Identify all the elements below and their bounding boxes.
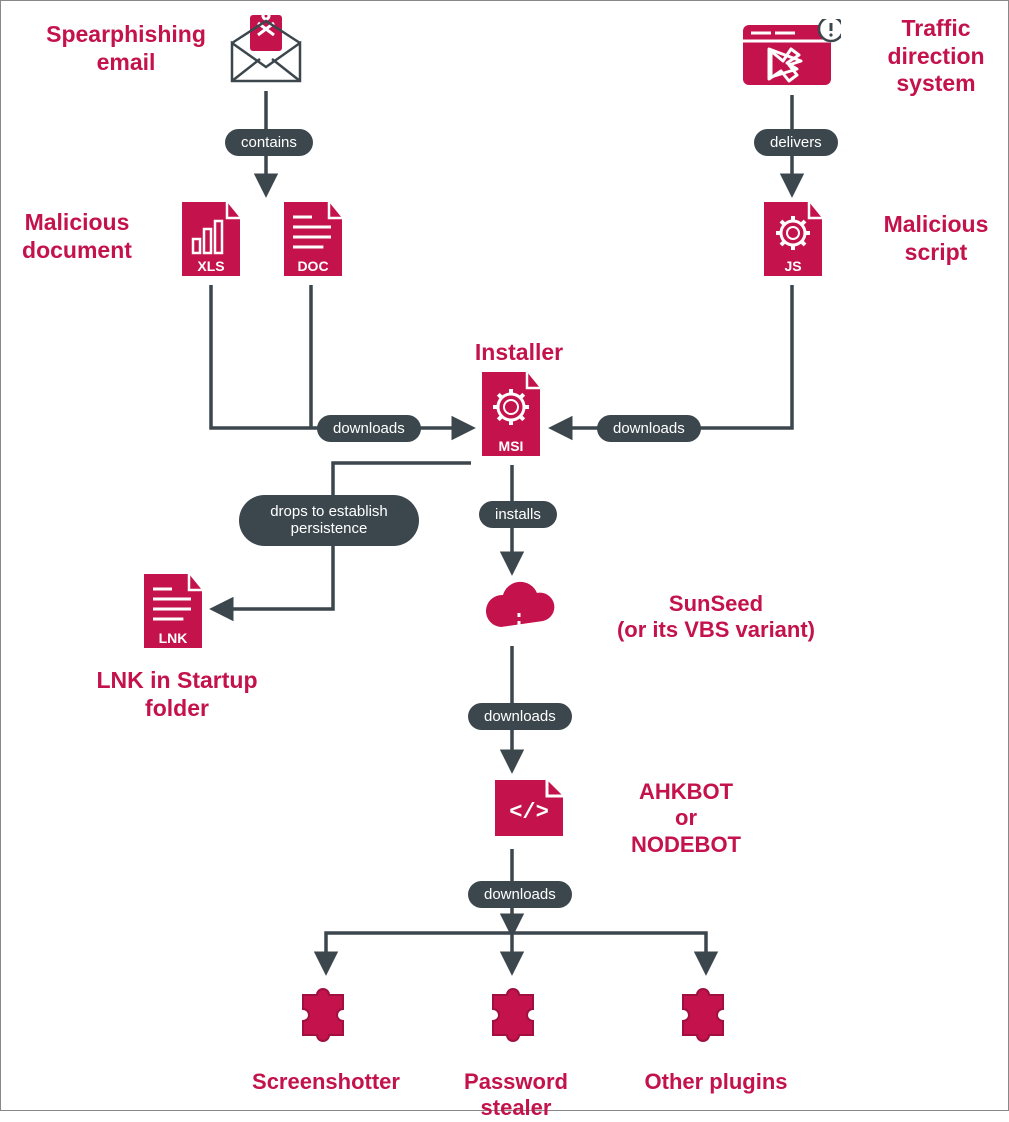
svg-text:DOC: DOC: [297, 258, 328, 274]
msi-file-icon: MSI: [479, 369, 543, 459]
label-pwsteal: Passwordstealer: [441, 1069, 591, 1122]
label-screenshotter: Screenshotter: [241, 1069, 411, 1095]
label-otherplugins: Other plugins: [631, 1069, 801, 1095]
pill-delivers: delivers: [754, 129, 838, 156]
pill-drops: drops to establishpersistence: [239, 495, 419, 546]
pill-downloads-bot: downloads: [468, 881, 572, 908]
svg-text:JS: JS: [784, 258, 801, 274]
label-malscript: Maliciousscript: [871, 211, 1001, 266]
js-file-icon: JS: [761, 199, 825, 279]
lnk-file-icon: LNK: [141, 571, 205, 651]
pill-downloads-left: downloads: [317, 415, 421, 442]
label-lnk: LNK in Startupfolder: [87, 667, 267, 722]
doc-file-icon: DOC: [281, 199, 345, 279]
puzzle-icon-3: [671, 977, 741, 1047]
label-spearphishing: Spearphishingemail: [31, 21, 221, 76]
svg-text:MSI: MSI: [499, 438, 524, 454]
code-file-icon: </>: [491, 776, 567, 840]
puzzle-icon-2: [481, 977, 551, 1047]
label-ahkbot: AHKBOTorNODEBOT: [611, 779, 761, 858]
browser-icon: [741, 19, 841, 89]
label-tds: Trafficdirectionsystem: [871, 15, 1001, 98]
svg-text:XLS: XLS: [197, 258, 224, 274]
xls-file-icon: XLS: [179, 199, 243, 279]
label-maldoc: Maliciousdocument: [7, 209, 147, 264]
label-sunseed: SunSeed(or its VBS variant): [601, 591, 831, 644]
pill-downloads-right: downloads: [597, 415, 701, 442]
pill-downloads-sunseed: downloads: [468, 703, 572, 730]
diagram-canvas: Spearphishingemail Trafficdirectionsyste…: [0, 0, 1009, 1111]
envelope-icon: [226, 13, 306, 85]
edges-layer: [1, 1, 1009, 1112]
label-installer: Installer: [459, 339, 579, 367]
svg-text:LNK: LNK: [159, 630, 188, 646]
cloud-icon: [479, 579, 559, 639]
pill-contains: contains: [225, 129, 313, 156]
svg-text:</>: </>: [509, 800, 549, 825]
puzzle-icon-1: [291, 977, 361, 1047]
pill-installs: installs: [479, 501, 557, 528]
